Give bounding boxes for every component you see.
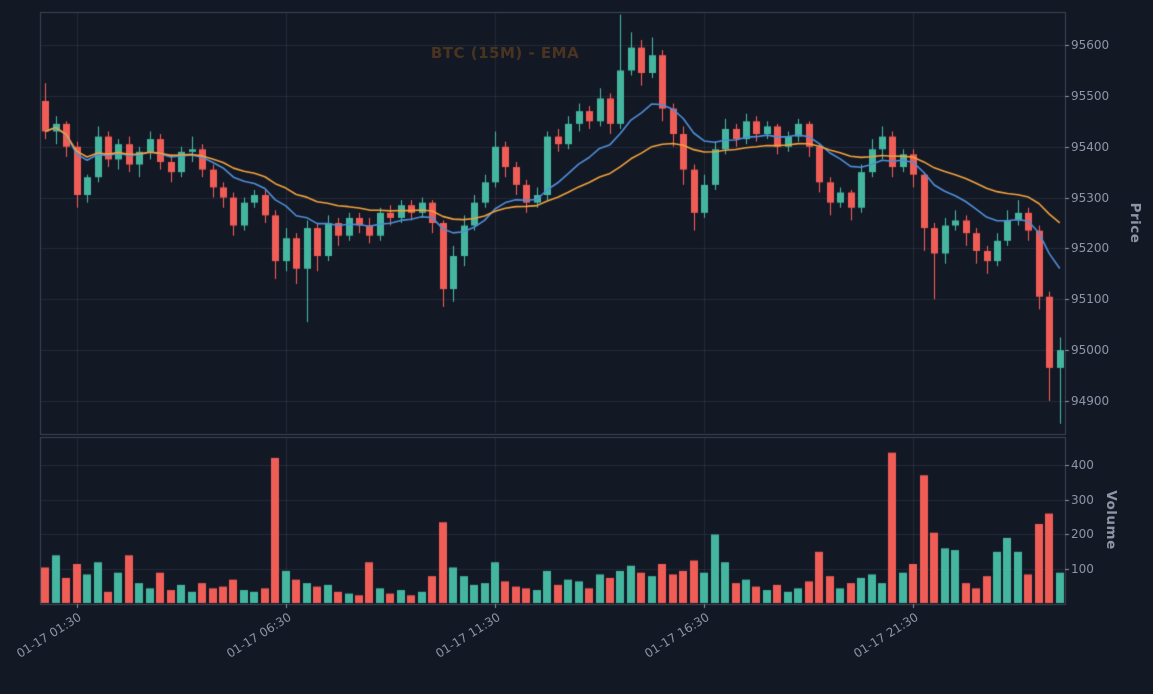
- price-tick-label: 95300: [1071, 190, 1110, 205]
- volume-tick-label: 300: [1071, 492, 1094, 507]
- volume-tick-label: 400: [1071, 457, 1094, 472]
- volume-tick-label: 200: [1071, 527, 1094, 542]
- price-tick-label: 95000: [1071, 343, 1110, 358]
- price-tick-label: 94900: [1071, 393, 1110, 408]
- price-tick-label: 95200: [1071, 241, 1110, 256]
- price-axis-title: Price: [1127, 202, 1143, 244]
- price-tick-label: 95500: [1071, 88, 1110, 103]
- volume-tick-label: 100: [1071, 562, 1094, 577]
- price-tick-label: 95100: [1071, 292, 1110, 307]
- price-tick-label: 95600: [1071, 38, 1110, 53]
- price-tick-label: 95400: [1071, 139, 1110, 154]
- volume-axis-title: Volume: [1103, 490, 1119, 550]
- chart-title: BTC (15M) - EMA: [430, 44, 580, 62]
